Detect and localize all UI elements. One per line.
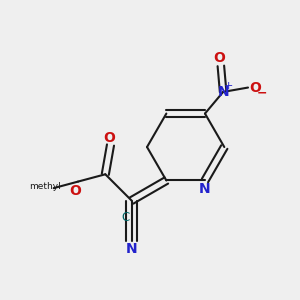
Text: +: + xyxy=(224,81,233,91)
Text: O: O xyxy=(250,80,261,94)
Text: C: C xyxy=(121,211,129,224)
Text: −: − xyxy=(257,86,268,99)
Text: O: O xyxy=(213,51,225,65)
Text: N: N xyxy=(199,182,211,197)
Text: N: N xyxy=(217,85,229,99)
Text: O: O xyxy=(69,184,81,197)
Text: N: N xyxy=(126,242,137,256)
Text: methyl: methyl xyxy=(29,182,61,191)
Text: O: O xyxy=(103,130,115,145)
